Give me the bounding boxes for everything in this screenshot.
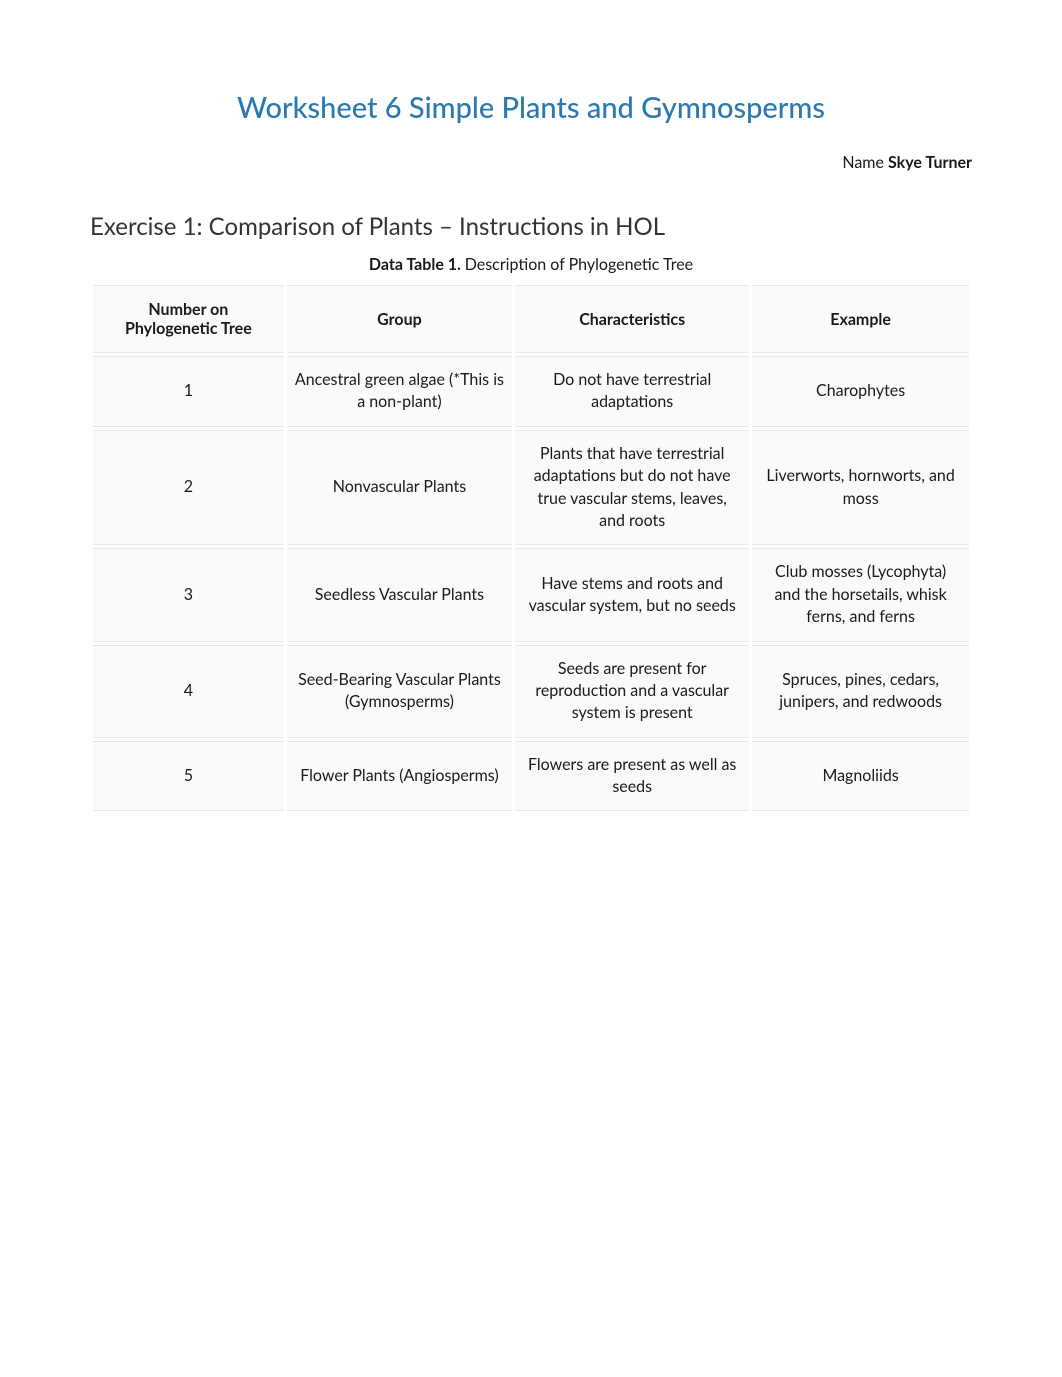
cell-example: Spruces, pines, cedars, junipers, and re…: [752, 645, 969, 738]
table-header-row: Number on Phylogenetic Tree Group Charac…: [93, 285, 969, 353]
worksheet-title: Worksheet 6 Simple Plants and Gymnosperm…: [90, 90, 972, 125]
table-row: 1 Ancestral green algae (*This is a non-…: [93, 356, 969, 427]
header-example: Example: [752, 285, 969, 353]
cell-group: Seed-Bearing Vascular Plants (Gymnosperm…: [287, 645, 512, 738]
name-value: Skye Turner: [888, 153, 972, 172]
cell-group: Nonvascular Plants: [287, 430, 512, 546]
cell-characteristics: Seeds are present for reproduction and a…: [515, 645, 749, 738]
header-characteristics: Characteristics: [515, 285, 749, 353]
name-label: Name: [842, 153, 888, 172]
header-group: Group: [287, 285, 512, 353]
table-caption-label: Data Table 1.: [369, 255, 465, 274]
cell-characteristics: Do not have terrestrial adaptations: [515, 356, 749, 427]
table-row: 4 Seed-Bearing Vascular Plants (Gymnospe…: [93, 645, 969, 738]
cell-example: Club mosses (Lycophyta) and the horsetai…: [752, 548, 969, 641]
cell-characteristics: Plants that have terrestrial adaptations…: [515, 430, 749, 546]
cell-group: Seedless Vascular Plants: [287, 548, 512, 641]
phylogenetic-table: Number on Phylogenetic Tree Group Charac…: [90, 282, 972, 814]
table-row: 5 Flower Plants (Angiosperms) Flowers ar…: [93, 741, 969, 812]
cell-number: 1: [93, 356, 284, 427]
table-row: 3 Seedless Vascular Plants Have stems an…: [93, 548, 969, 641]
cell-number: 3: [93, 548, 284, 641]
cell-characteristics: Flowers are present as well as seeds: [515, 741, 749, 812]
cell-example: Liverworts, hornworts, and moss: [752, 430, 969, 546]
table-row: 2 Nonvascular Plants Plants that have te…: [93, 430, 969, 546]
cell-number: 4: [93, 645, 284, 738]
table-caption-desc: Description of Phylogenetic Tree: [465, 255, 693, 274]
name-row: Name Skye Turner: [90, 153, 972, 172]
cell-group: Flower Plants (Angiosperms): [287, 741, 512, 812]
cell-example: Magnoliids: [752, 741, 969, 812]
cell-group: Ancestral green algae (*This is a non-pl…: [287, 356, 512, 427]
cell-number: 2: [93, 430, 284, 546]
cell-characteristics: Have stems and roots and vascular system…: [515, 548, 749, 641]
exercise-heading: Exercise 1: Comparison of Plants – Instr…: [90, 212, 972, 241]
header-number: Number on Phylogenetic Tree: [93, 285, 284, 353]
cell-example: Charophytes: [752, 356, 969, 427]
table-caption: Data Table 1. Description of Phylogeneti…: [90, 255, 972, 274]
cell-number: 5: [93, 741, 284, 812]
